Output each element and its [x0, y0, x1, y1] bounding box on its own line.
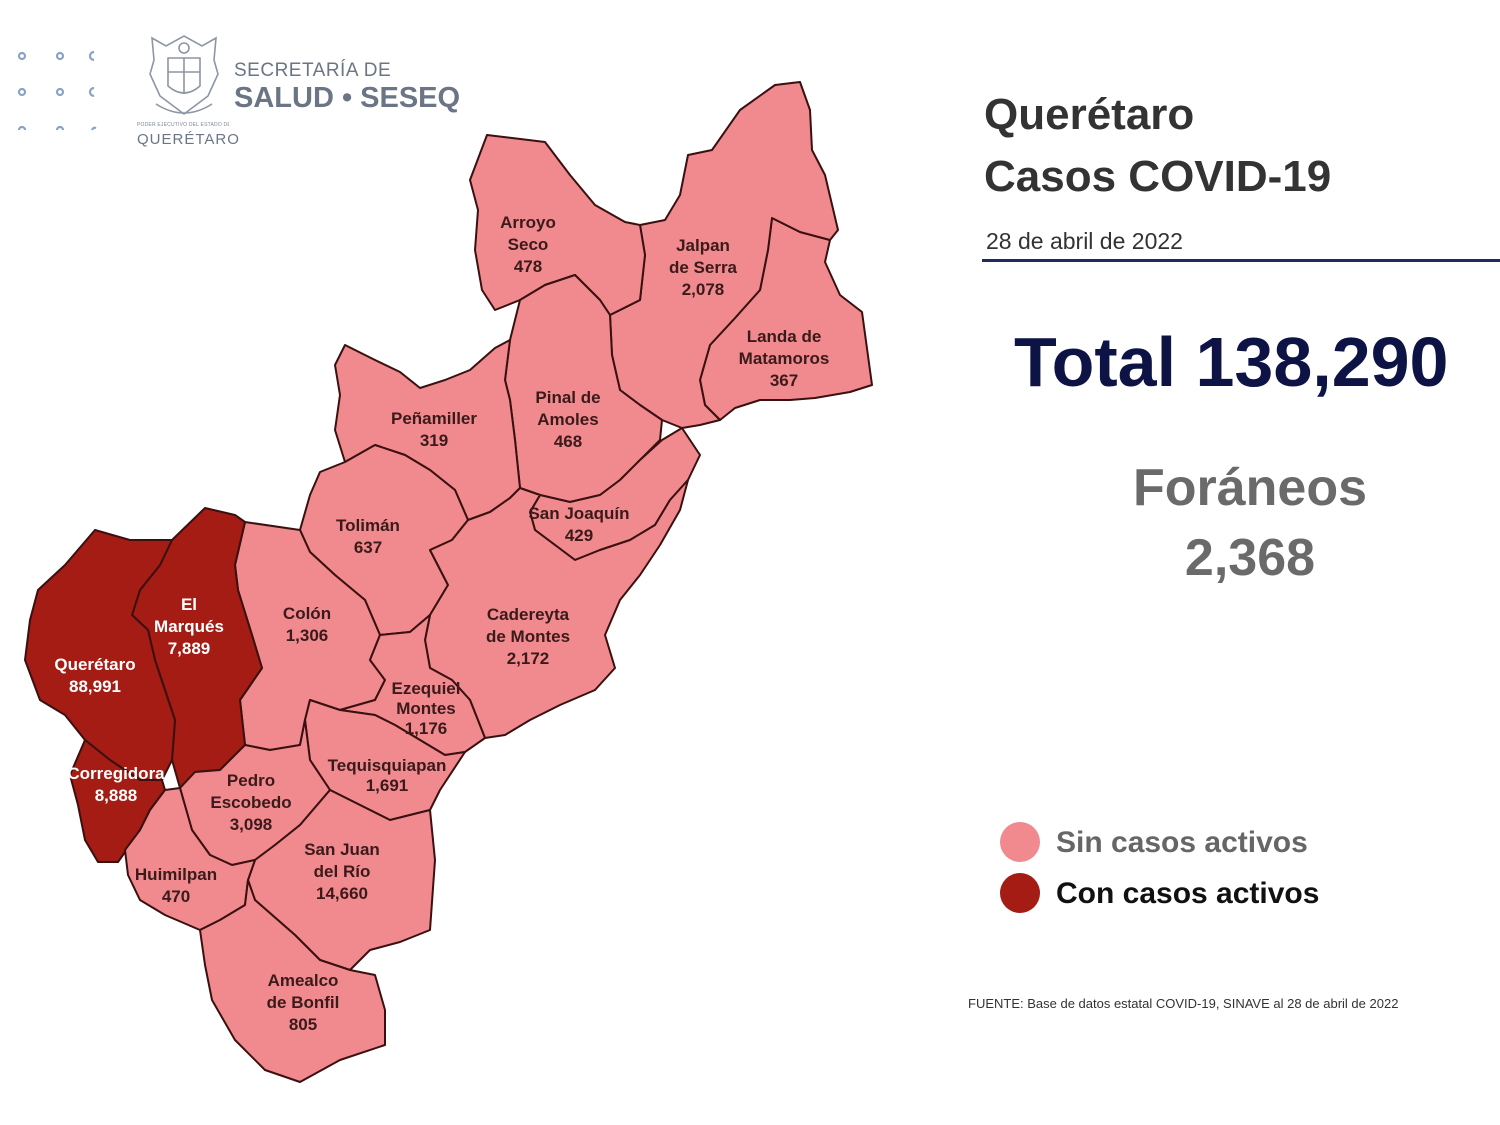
label-tequisquiapan-line-1: Tequisquiapan	[328, 756, 447, 775]
label-penamiller-line-2: 319	[420, 431, 448, 450]
label-san-joaquin-line-1: San Joaquín	[528, 504, 629, 523]
label-colon: Colón 1,306	[283, 604, 331, 645]
title-divider	[982, 259, 1500, 262]
label-amealco-de-bonfil-line-3: 805	[289, 1015, 317, 1034]
label-arroyo-seco-line-1: Arroyo	[500, 213, 556, 232]
label-ezequiel-montes-line-3: 1,176	[405, 719, 448, 738]
title-cases: Casos COVID-19	[984, 152, 1332, 201]
label-cadereyta-de-montes-line-1: Cadereyta	[487, 605, 570, 624]
total-cases: Total 138,290	[1014, 323, 1449, 401]
logo-pattern-icon	[17, 50, 97, 131]
label-jalpan-de-serra: Jalpan de Serra 2,078	[669, 236, 738, 299]
label-pedro-escobedo-line-1: Pedro	[227, 771, 275, 790]
label-amealco-de-bonfil-line-2: de Bonfil	[267, 993, 340, 1012]
label-amealco-de-bonfil: Amealco de Bonfil 805	[267, 971, 340, 1034]
label-toliman-line-2: 637	[354, 538, 382, 557]
label-pedro-escobedo-line-3: 3,098	[230, 815, 273, 834]
label-jalpan-de-serra-line-3: 2,078	[682, 280, 725, 299]
label-landa-de-matamoros-line-2: Matamoros	[739, 349, 830, 368]
label-san-joaquin: San Joaquín 429	[528, 504, 629, 545]
title-state: Querétaro	[984, 90, 1195, 139]
label-colon-line-1: Colón	[283, 604, 331, 623]
legend-label-con-casos: Con casos activos	[1056, 877, 1320, 910]
label-queretaro-line-1: Querétaro	[54, 655, 135, 674]
label-tequisquiapan-line-2: 1,691	[366, 776, 409, 795]
label-toliman-line-1: Tolimán	[336, 516, 400, 535]
label-jalpan-de-serra-line-1: Jalpan	[676, 236, 730, 255]
label-jalpan-de-serra-line-2: de Serra	[669, 258, 738, 277]
foraneos-label: Foráneos	[1132, 459, 1368, 517]
region-queretaro	[24, 529, 176, 781]
label-corregidora-line-1: Corregidora	[67, 764, 165, 783]
label-tequisquiapan: Tequisquiapan 1,691	[328, 756, 447, 795]
label-arroyo-seco: Arroyo Seco 478	[500, 213, 556, 276]
label-toliman: Tolimán 637	[336, 516, 400, 557]
region-amealco-de-bonfil	[199, 879, 386, 1083]
label-pinal-de-amoles-line-1: Pinal de	[535, 388, 600, 407]
label-landa-de-matamoros-line-3: 367	[770, 371, 798, 390]
foraneos-value: 2,368	[1184, 529, 1316, 587]
label-cadereyta-de-montes-line-2: de Montes	[486, 627, 570, 646]
label-san-juan-del-rio-line-2: del Río	[314, 862, 371, 881]
label-penamiller: Peñamiller 319	[391, 409, 477, 450]
label-pinal-de-amoles-line-3: 468	[554, 432, 582, 451]
label-amealco-de-bonfil-line-1: Amealco	[268, 971, 339, 990]
label-queretaro: Querétaro 88,991	[54, 655, 135, 696]
seal-caption: PODER EJECUTIVO DEL ESTADO DE	[137, 122, 229, 128]
label-el-marques-line-3: 7,889	[168, 639, 211, 658]
label-san-juan-del-rio: San Juan del Río 14,660	[304, 840, 380, 903]
label-el-marques-line-2: Marqués	[154, 617, 224, 636]
label-landa-de-matamoros: Landa de Matamoros 367	[739, 327, 830, 390]
label-arroyo-seco-line-2: Seco	[508, 235, 549, 254]
label-ezequiel-montes-line-2: Montes	[396, 699, 456, 718]
label-san-juan-del-rio-line-3: 14,660	[316, 884, 368, 903]
label-cadereyta-de-montes-line-3: 2,172	[507, 649, 550, 668]
label-colon-line-2: 1,306	[286, 626, 329, 645]
data-source-note: FUENTE: Base de datos estatal COVID-19, …	[968, 996, 1399, 1011]
label-el-marques: El Marqués 7,889	[154, 595, 224, 658]
report-date: 28 de abril de 2022	[986, 228, 1183, 254]
label-queretaro-line-2: 88,991	[69, 677, 121, 696]
state-seal-icon	[149, 35, 219, 115]
label-penamiller-line-1: Peñamiller	[391, 409, 477, 428]
label-el-marques-line-1: El	[181, 595, 197, 614]
label-san-joaquin-line-2: 429	[565, 526, 593, 545]
label-ezequiel-montes: Ezequiel Montes 1,176	[392, 679, 461, 738]
label-pinal-de-amoles-line-2: Amoles	[537, 410, 598, 429]
label-arroyo-seco-line-3: 478	[514, 257, 542, 276]
label-pinal-de-amoles: Pinal de Amoles 468	[535, 388, 600, 451]
agency-name-line2: SALUD • SESEQ	[234, 82, 461, 114]
label-san-juan-del-rio-line-1: San Juan	[304, 840, 380, 859]
legend-swatch-sin-casos	[1000, 822, 1040, 862]
legend-swatch-con-casos	[1000, 873, 1040, 913]
label-corregidora: Corregidora 8,888	[67, 764, 165, 805]
label-ezequiel-montes-line-1: Ezequiel	[392, 679, 461, 698]
label-landa-de-matamoros-line-1: Landa de	[747, 327, 822, 346]
agency-name-line1: SECRETARÍA DE	[234, 60, 392, 81]
label-pedro-escobedo: Pedro Escobedo 3,098	[210, 771, 291, 834]
label-corregidora-line-2: 8,888	[95, 786, 138, 805]
region-jalpan-de-serra	[609, 81, 839, 429]
label-huimilpan: Huimilpan 470	[135, 865, 217, 906]
legend-label-sin-casos: Sin casos activos	[1056, 826, 1308, 859]
label-cadereyta-de-montes: Cadereyta de Montes 2,172	[486, 605, 570, 668]
label-huimilpan-line-2: 470	[162, 887, 190, 906]
region-huimilpan	[124, 787, 256, 931]
seal-state-name: QUERÉTARO	[137, 131, 240, 148]
label-huimilpan-line-1: Huimilpan	[135, 865, 217, 884]
label-pedro-escobedo-line-2: Escobedo	[210, 793, 291, 812]
